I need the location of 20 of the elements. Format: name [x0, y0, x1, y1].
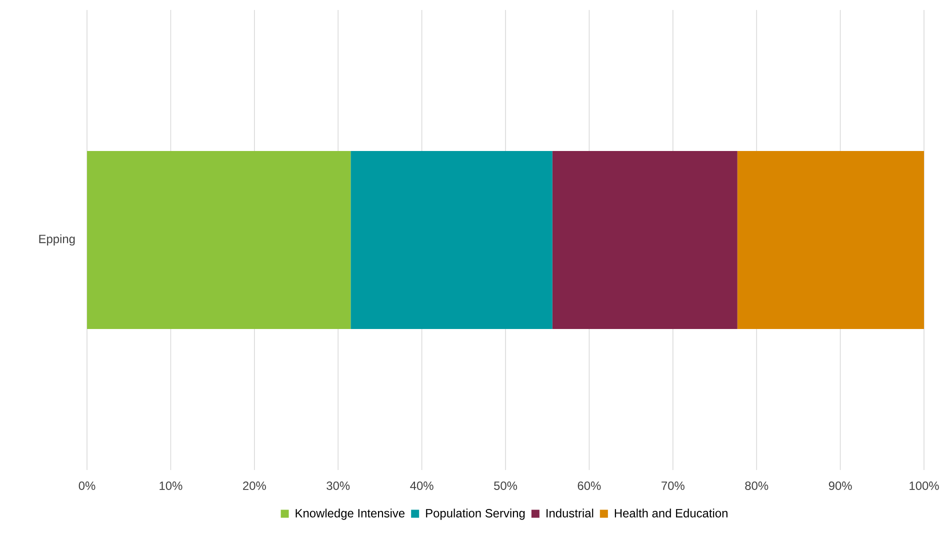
- y-tick-label: Epping: [39, 234, 75, 246]
- x-tick-label: 0%: [78, 482, 96, 490]
- legend-label: Health and Education: [614, 508, 728, 518]
- x-tick-label: 50%: [494, 482, 518, 490]
- legend-label: Industrial: [546, 508, 594, 518]
- x-tick-label: 80%: [745, 482, 768, 490]
- bar: [87, 150, 351, 329]
- bar: [552, 150, 738, 329]
- bar: [737, 150, 924, 329]
- x-tick-label: 100%: [910, 482, 939, 490]
- x-tick-label: 70%: [662, 482, 684, 490]
- legend-label: Knowledge Intensive: [296, 508, 405, 520]
- x-tick-label: 30%: [326, 482, 350, 490]
- x-tick-label: 40%: [410, 482, 434, 490]
- x-tick-label: 20%: [243, 482, 266, 490]
- x-tick-label: 60%: [578, 482, 601, 490]
- legend-label: Population Serving: [426, 508, 525, 520]
- bar: [350, 150, 552, 329]
- x-tick-label: 10%: [160, 482, 182, 490]
- x-tick-label: 90%: [828, 482, 852, 490]
